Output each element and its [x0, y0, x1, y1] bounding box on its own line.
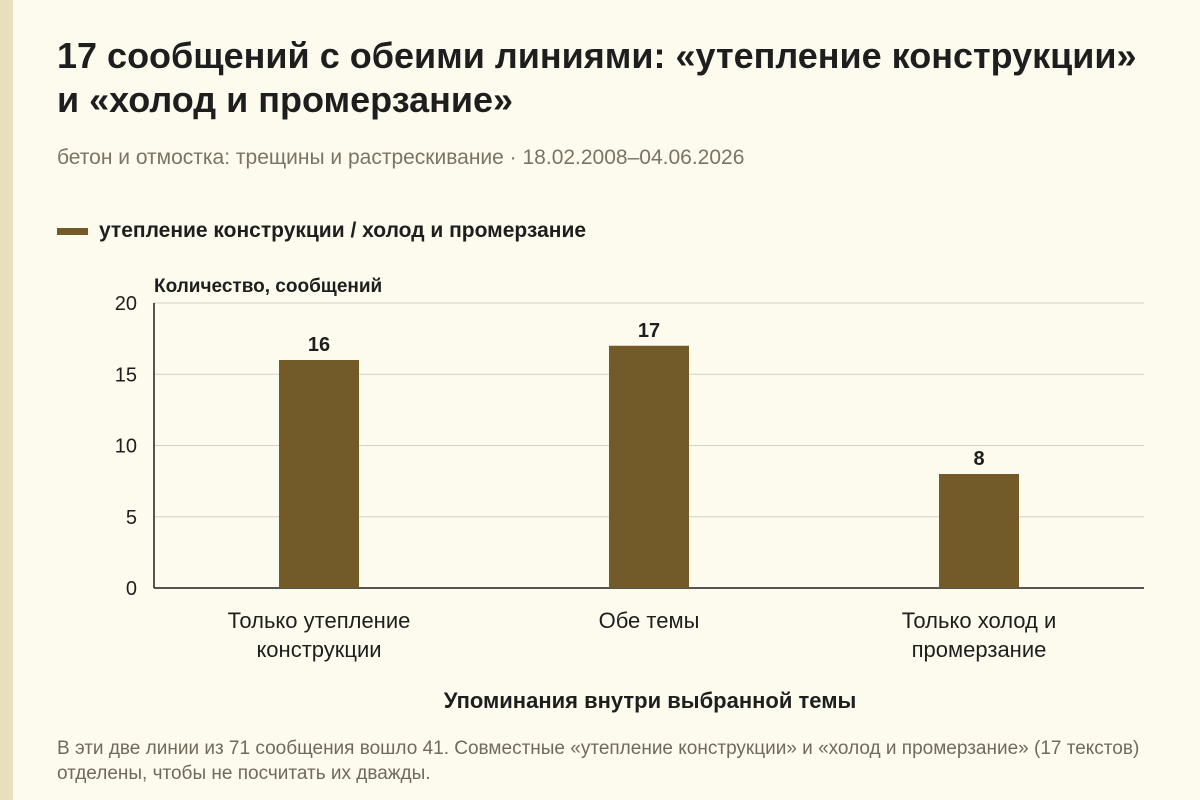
bar-value-label: 16 — [308, 334, 330, 356]
legend-swatch — [57, 227, 88, 235]
legend: утепление конструкции / холод и промерза… — [57, 219, 586, 243]
bar-value-label: 8 — [973, 448, 984, 470]
x-tick-label: конструкции — [256, 637, 381, 662]
bars: 16 17 8 — [279, 320, 1019, 588]
x-tick-label: Только холод и — [902, 608, 1057, 633]
x-tick-label: Обе темы — [599, 608, 700, 633]
y-tick-label: 10 — [115, 436, 137, 458]
left-accent-stripe — [0, 0, 13, 800]
x-axis-label: Упоминания внутри выбранной темы — [444, 688, 857, 713]
bar — [939, 474, 1019, 588]
y-axis-label: Количество, сообщений — [154, 276, 382, 297]
bar — [609, 345, 689, 588]
bar — [279, 360, 359, 588]
y-tick-label: 20 — [115, 293, 137, 315]
y-axis-ticks: 0 5 10 15 20 — [115, 293, 137, 600]
x-tick-label: Только утепление — [228, 608, 411, 633]
legend-label: утепление конструкции / холод и промерза… — [99, 219, 587, 242]
bar-value-label: 17 — [638, 320, 660, 342]
chart-subtitle: бетон и отмостка: трещины и растрескиван… — [57, 146, 745, 169]
y-tick-label: 0 — [126, 578, 137, 600]
x-tick-label: промерзание — [912, 637, 1047, 662]
y-tick-label: 5 — [126, 507, 137, 529]
x-axis-ticks: Только утепление конструкции Обе темы Тольк… — [228, 608, 1057, 662]
y-tick-label: 15 — [115, 364, 137, 386]
footnote: В эти две линии из 71 сообщения вошло 41… — [57, 738, 1140, 784]
chart-title: 17 сообщений с обеими линиями: «утеплени… — [57, 35, 1137, 120]
